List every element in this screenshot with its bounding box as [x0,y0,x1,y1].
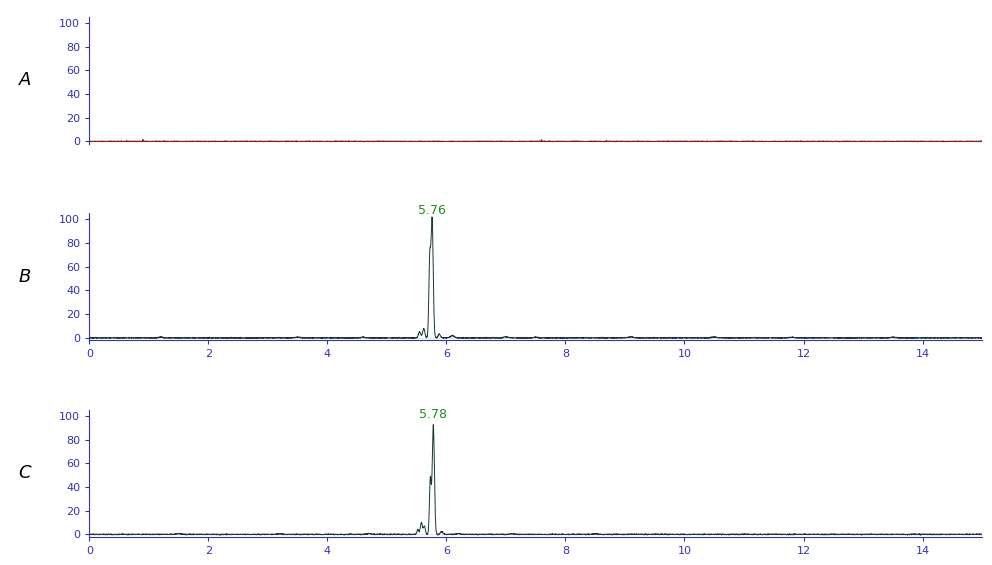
Text: C: C [19,464,31,483]
Text: 5.78: 5.78 [420,407,447,420]
Text: A: A [19,71,31,89]
Text: 5.76: 5.76 [419,204,446,217]
Text: B: B [19,268,31,286]
